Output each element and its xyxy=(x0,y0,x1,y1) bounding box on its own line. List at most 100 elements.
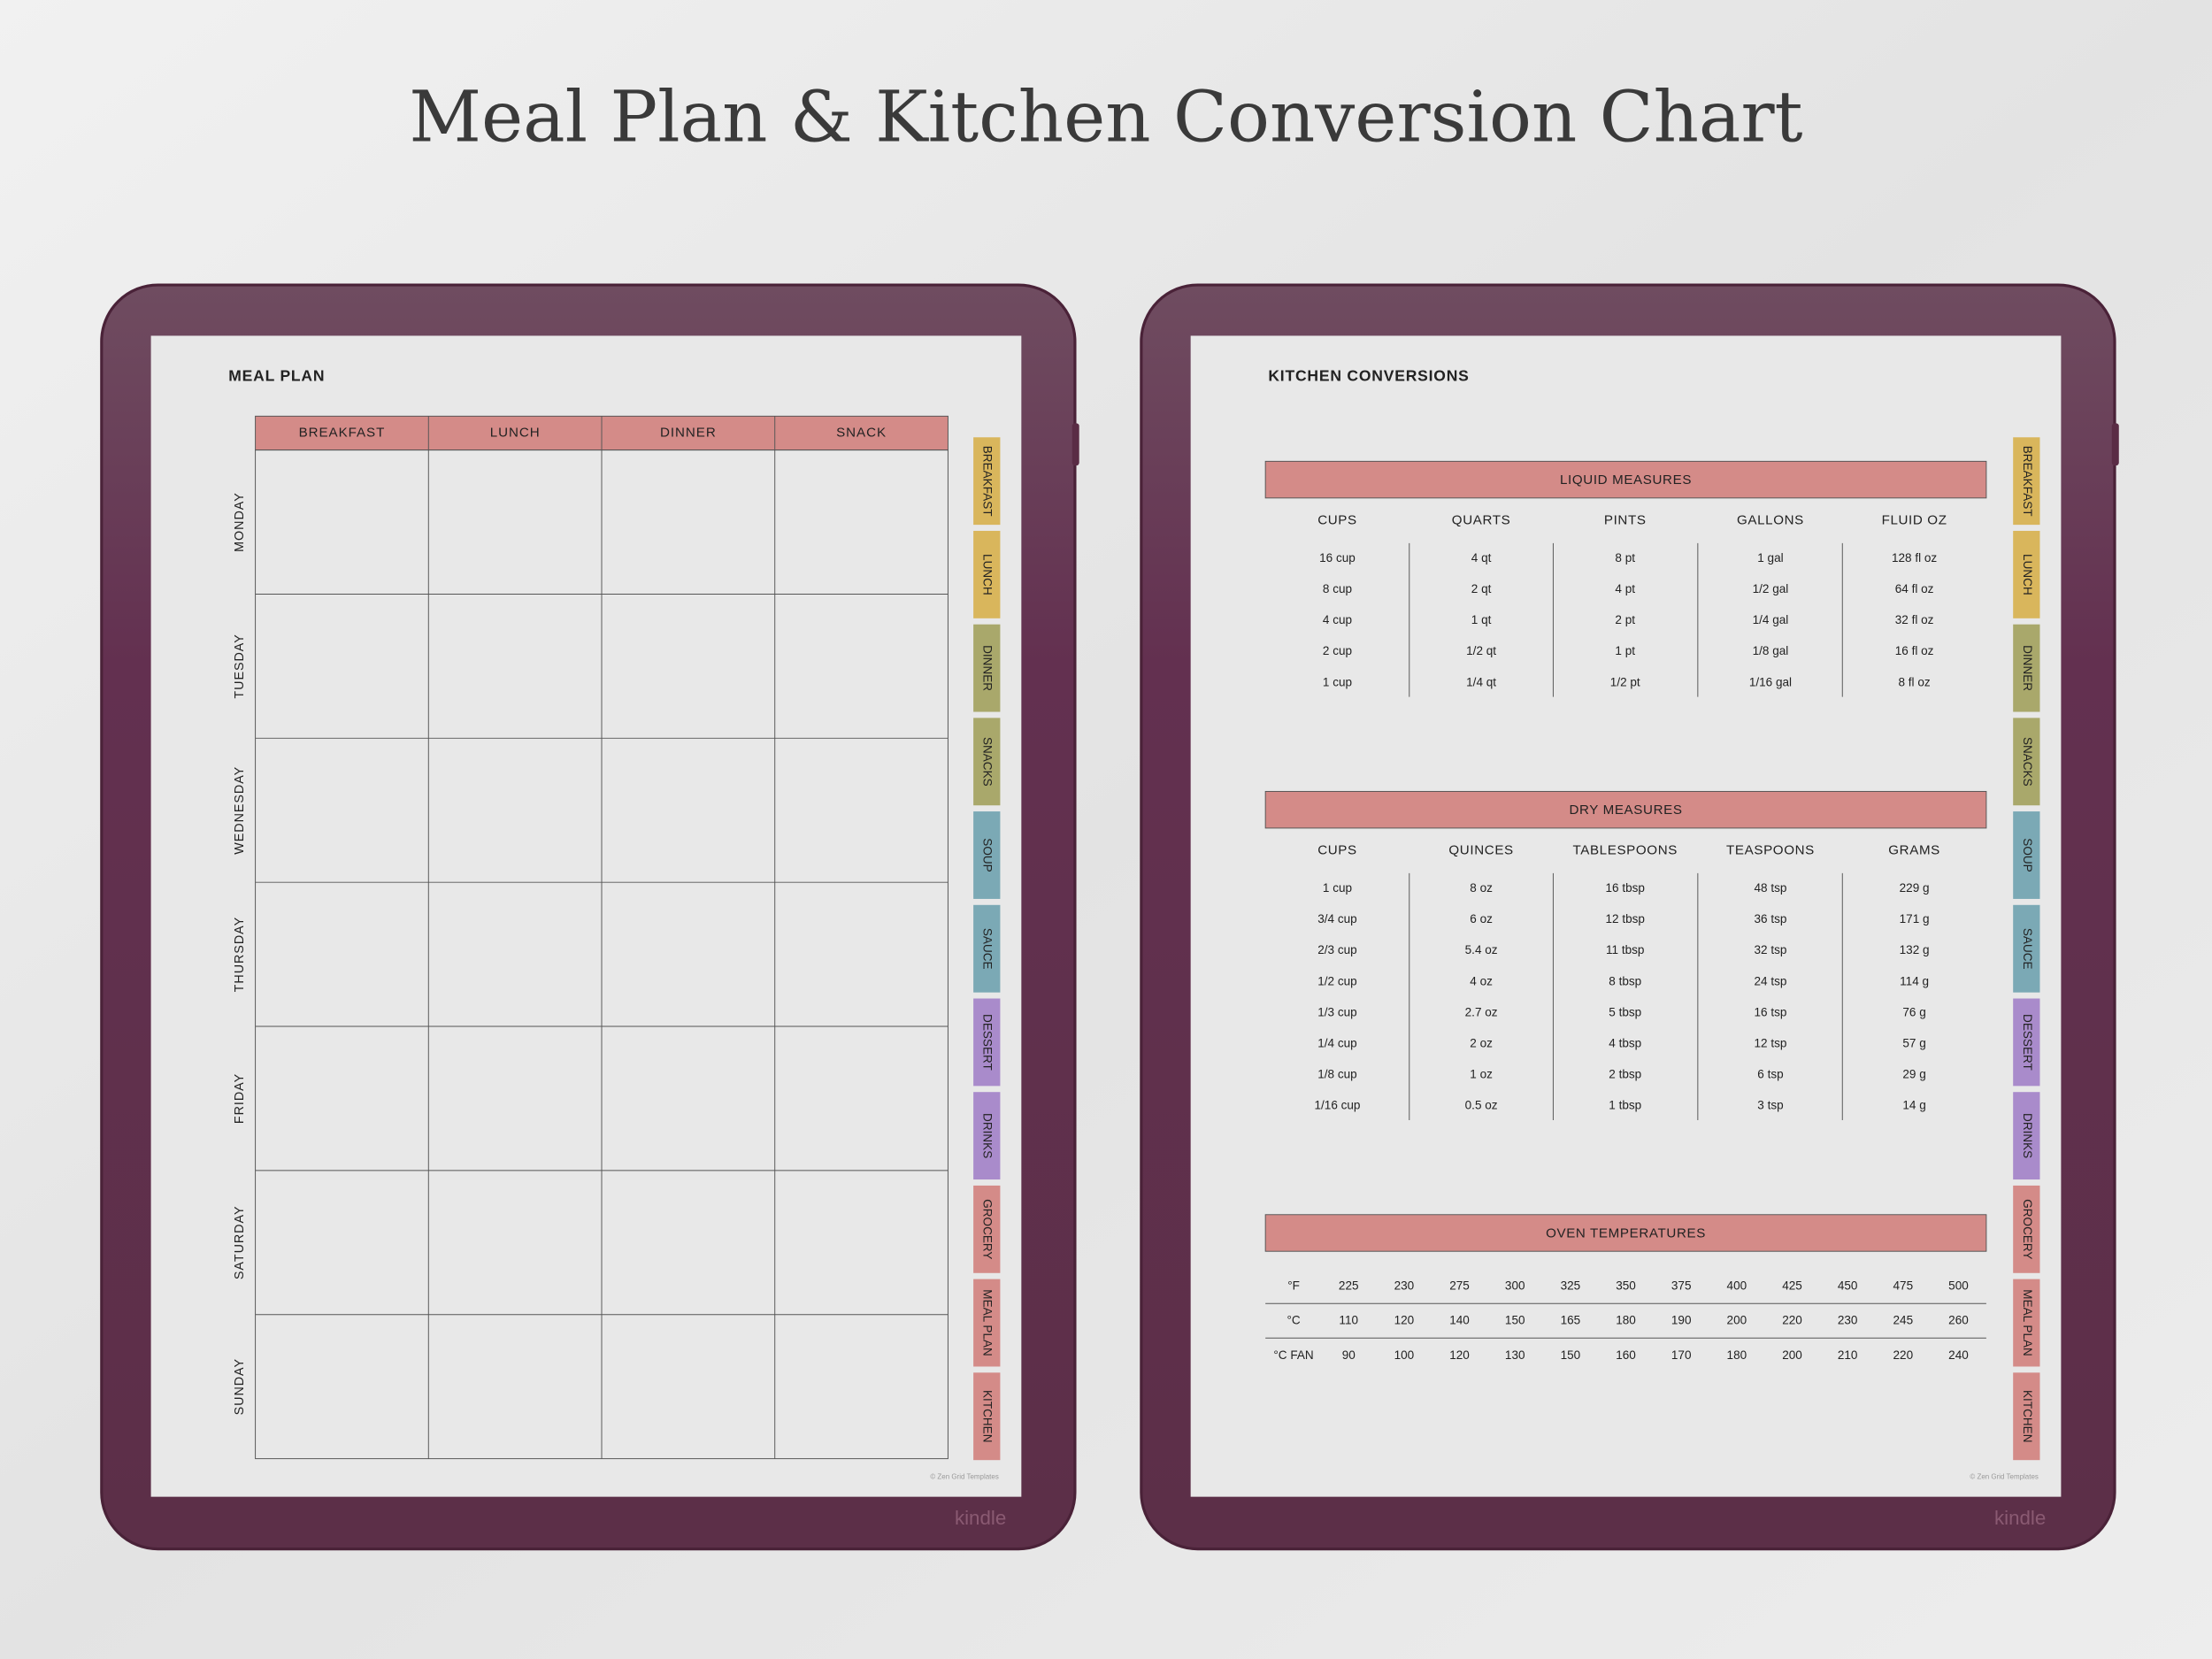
day-label: MONDAY xyxy=(233,492,247,552)
screen xyxy=(150,335,1022,1497)
tab xyxy=(973,437,1001,526)
table-cell: 64 fl oz xyxy=(1895,582,1934,595)
tab xyxy=(973,718,1001,806)
table-cell: 2.7 oz xyxy=(1465,1005,1498,1018)
table-cell: 6 tsp xyxy=(1757,1068,1783,1081)
row-label: °F xyxy=(1287,1279,1300,1293)
table-cell: 190 xyxy=(1671,1314,1692,1327)
section-title: DRY MEASURES xyxy=(1569,803,1682,818)
tab xyxy=(2013,811,2040,899)
table-cell: 100 xyxy=(1394,1348,1415,1362)
table-cell: 1/4 cup xyxy=(1317,1036,1356,1049)
tab xyxy=(2013,718,2040,806)
tab-label: KITCHEN xyxy=(2021,1390,2034,1442)
day-label: WEDNESDAY xyxy=(233,766,247,855)
section-bar xyxy=(1264,790,1987,829)
tab xyxy=(2013,904,2040,993)
table-cell: 210 xyxy=(1838,1348,1858,1362)
table-cell: 11 tbsp xyxy=(1606,943,1644,956)
table-cell: 128 fl oz xyxy=(1892,551,1937,565)
section-bar xyxy=(1264,1214,1987,1252)
side-button xyxy=(2111,423,2119,466)
tab-label: SOUP xyxy=(981,838,995,872)
column-header: DINNER xyxy=(660,425,717,440)
table-cell: 1/2 pt xyxy=(1610,675,1640,688)
tab-label: SNACKS xyxy=(981,737,995,787)
table-cell: 12 tsp xyxy=(1755,1036,1787,1049)
tab-label: SAUCE xyxy=(981,928,995,970)
tab-label: BREAKFAST xyxy=(2021,446,2034,517)
table-cell: 1/8 cup xyxy=(1317,1068,1356,1081)
table-cell: 1 oz xyxy=(1470,1068,1493,1081)
table-cell: 76 g xyxy=(1902,1005,1925,1018)
table-cell: 1 pt xyxy=(1615,644,1635,657)
tab xyxy=(973,1092,1001,1180)
tab-label: KITCHEN xyxy=(981,1390,995,1442)
table-header: GRAMS xyxy=(1888,842,1940,857)
table-cell: 300 xyxy=(1505,1279,1525,1293)
table-cell: 1/4 gal xyxy=(1753,613,1789,626)
table-cell: 500 xyxy=(1948,1279,1969,1293)
table-cell: 230 xyxy=(1838,1314,1858,1327)
table-cell: 229 g xyxy=(1900,881,1930,895)
table-cell: 165 xyxy=(1561,1314,1581,1327)
tab-label: DINNER xyxy=(2021,645,2034,691)
table-cell: 200 xyxy=(1727,1314,1747,1327)
tab xyxy=(973,1372,1001,1461)
table-cell: 3 tsp xyxy=(1757,1099,1783,1112)
tab-label: DRINKS xyxy=(2021,1113,2034,1158)
table-cell: 120 xyxy=(1449,1348,1470,1362)
tab-label: GROCERY xyxy=(2021,1199,2034,1259)
table-cell: 245 xyxy=(1893,1314,1914,1327)
tab xyxy=(2013,437,2040,526)
table-header: GALLONS xyxy=(1737,512,1804,527)
table-cell: 170 xyxy=(1671,1348,1692,1362)
table-header: QUARTS xyxy=(1452,512,1511,527)
tab xyxy=(973,624,1001,712)
tab-label: LUNCH xyxy=(2021,554,2034,595)
table-cell: 260 xyxy=(1948,1314,1969,1327)
table-cell: 57 g xyxy=(1902,1036,1925,1049)
tab-label: DINNER xyxy=(981,645,995,691)
table-cell: 5.4 oz xyxy=(1465,943,1498,956)
brand: kindle xyxy=(1994,1507,2046,1529)
table-cell: 475 xyxy=(1893,1279,1914,1293)
table-header: QUINCES xyxy=(1448,842,1513,857)
table-cell: 132 g xyxy=(1900,943,1930,956)
table-cell: 12 tbsp xyxy=(1606,912,1645,926)
column-header: LUNCH xyxy=(490,425,541,440)
section-bar xyxy=(1264,460,1987,499)
tab xyxy=(2013,1185,2040,1273)
table-cell: 225 xyxy=(1339,1279,1359,1293)
table-cell: 1 cup xyxy=(1323,881,1352,895)
side-button xyxy=(1071,423,1079,466)
table-cell: 275 xyxy=(1449,1279,1470,1293)
tab xyxy=(2013,998,2040,1087)
tab xyxy=(973,811,1001,899)
table-cell: 150 xyxy=(1505,1314,1525,1327)
table-cell: 3/4 cup xyxy=(1317,912,1356,926)
table-cell: 200 xyxy=(1782,1348,1802,1362)
tab xyxy=(2013,530,2040,618)
brand: kindle xyxy=(955,1507,1006,1529)
table-header: PINTS xyxy=(1604,512,1647,527)
table-cell: 4 qt xyxy=(1471,551,1492,565)
tab-label: MEAL PLAN xyxy=(981,1289,995,1356)
table-cell: 325 xyxy=(1561,1279,1581,1293)
row-label: °C xyxy=(1286,1314,1300,1327)
tab-label: SOUP xyxy=(2021,838,2034,872)
tab xyxy=(973,1185,1001,1273)
table-header: TEASPOONS xyxy=(1726,842,1815,857)
day-label: THURSDAY xyxy=(233,917,247,992)
table-cell: 4 oz xyxy=(1470,974,1493,987)
table-cell: 220 xyxy=(1782,1314,1802,1327)
tab-label: LUNCH xyxy=(981,554,995,595)
table-cell: 240 xyxy=(1948,1348,1969,1362)
column-header: BREAKFAST xyxy=(299,425,386,440)
day-label: SUNDAY xyxy=(233,1358,247,1415)
table-cell: 4 cup xyxy=(1323,613,1352,626)
table-cell: 1 cup xyxy=(1323,675,1352,688)
table-cell: 2 pt xyxy=(1615,613,1635,626)
table-cell: 0.5 oz xyxy=(1465,1099,1498,1112)
